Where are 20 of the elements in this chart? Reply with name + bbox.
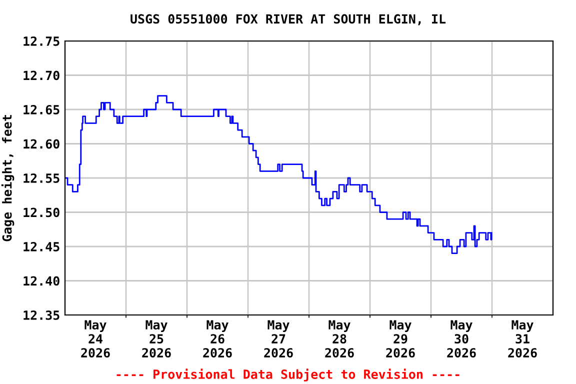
x-tick-label: May 28 2026: [325, 320, 354, 358]
x-tick-label: May 26 2026: [203, 320, 232, 358]
x-tick-label: May 25 2026: [142, 320, 171, 358]
y-tick-label: 12.40: [24, 276, 60, 286]
x-tick-label: May 27 2026: [264, 320, 293, 358]
x-tick-label: May 30 2026: [447, 320, 476, 358]
y-axis-title: Gage height, feet: [1, 115, 14, 242]
chart-title: USGS 05551000 FOX RIVER AT SOUTH ELGIN, IL: [130, 14, 446, 26]
y-tick-label: 12.45: [24, 242, 60, 252]
y-tick-label: 12.75: [24, 36, 60, 46]
x-tick-label: May 24 2026: [81, 320, 110, 358]
y-tick-label: 12.70: [24, 70, 60, 80]
text: ---- Provisional Data Subject to Revision ----: [116, 368, 460, 382]
y-tick-label: 12.35: [24, 310, 60, 320]
y-tick-label: 12.60: [24, 139, 60, 149]
y-tick-label: 12.65: [24, 104, 60, 114]
x-tick-label: May 29 2026: [386, 320, 415, 358]
x-tick-label: May 31 2026: [508, 320, 537, 358]
y-tick-label: 12.50: [24, 208, 60, 218]
y-tick-label: 12.55: [24, 173, 60, 183]
